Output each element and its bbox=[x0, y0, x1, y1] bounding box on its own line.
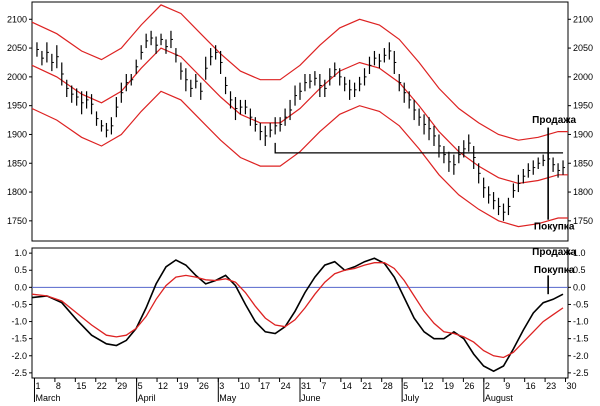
x-tick-label: 29 bbox=[117, 381, 127, 391]
price-y-tick-label: 2000 bbox=[7, 72, 27, 82]
x-tick-label: 19 bbox=[178, 381, 188, 391]
price-y-tick-label: 2050 bbox=[7, 43, 27, 53]
x-tick-label: 26 bbox=[199, 381, 209, 391]
price-y-tick-label: 1850 bbox=[7, 158, 27, 168]
x-tick-label: 12 bbox=[158, 381, 168, 391]
x-tick-label: 16 bbox=[526, 381, 536, 391]
price-y-tick-label: 1900 bbox=[7, 129, 27, 139]
price-y-tick-label-right: 2000 bbox=[573, 72, 593, 82]
price-y-tick-label-right: 1850 bbox=[573, 158, 593, 168]
price-y-tick-label: 1950 bbox=[7, 101, 27, 111]
osc-series-black bbox=[31, 257, 564, 373]
price-y-tick-label-right: 1800 bbox=[573, 187, 593, 197]
support-line bbox=[274, 142, 564, 154]
price-annotation: Продажа bbox=[532, 115, 576, 126]
price-y-tick-label-right: 2050 bbox=[573, 43, 593, 53]
x-tick-label: 14 bbox=[342, 381, 352, 391]
month-label: July bbox=[403, 393, 420, 403]
price-y-tick-label: 2100 bbox=[7, 14, 27, 24]
x-tick-label: 31 bbox=[301, 381, 311, 391]
osc-y-tick-label-right: 1.0 bbox=[573, 248, 586, 258]
price-y-tick-label: 1800 bbox=[7, 187, 27, 197]
month-label: March bbox=[35, 393, 60, 403]
month-label: August bbox=[485, 393, 514, 403]
envelope-lower-line bbox=[31, 90, 568, 228]
x-tick-label: 19 bbox=[444, 381, 454, 391]
osc-series-red bbox=[31, 262, 564, 359]
x-tick-label: 1 bbox=[35, 381, 40, 391]
price-y-tick-label: 1750 bbox=[7, 216, 27, 226]
x-tick-label: 17 bbox=[260, 381, 270, 391]
price-y-tick-label-right: 1750 bbox=[573, 216, 593, 226]
x-tick-label: 7 bbox=[321, 381, 326, 391]
osc-y-tick-label-right: -1.5 bbox=[573, 334, 589, 344]
osc-y-tick-label: -2.0 bbox=[11, 351, 27, 361]
price-y-tick-label-right: 1900 bbox=[573, 129, 593, 139]
osc-y-tick-label: -1.0 bbox=[11, 317, 27, 327]
x-axis: 1 8 15 22 29 5 12 19 26 3 10 17 24 31 7 14 21 28 5 12 19 26 2 9… bbox=[33, 378, 577, 403]
x-tick-label: 9 bbox=[505, 381, 510, 391]
osc-y-tick-label-right: -2.0 bbox=[573, 351, 589, 361]
osc-y-tick-label: -1.5 bbox=[11, 334, 27, 344]
x-tick-label: 30 bbox=[567, 381, 577, 391]
x-tick-label: 5 bbox=[403, 381, 408, 391]
price-annotation: Покупка bbox=[534, 221, 575, 232]
osc-y-tick-label-right: -2.5 bbox=[573, 368, 589, 378]
x-tick-label: 10 bbox=[240, 381, 250, 391]
x-tick-label: 21 bbox=[362, 381, 372, 391]
x-tick-label: 28 bbox=[383, 381, 393, 391]
envelope-upper-line bbox=[31, 4, 568, 141]
osc-annotation: Продажа bbox=[532, 247, 576, 258]
month-label: June bbox=[301, 393, 321, 403]
osc-y-tick-label: -2.5 bbox=[11, 368, 27, 378]
osc-annotation: Покупка bbox=[534, 265, 575, 276]
x-tick-label: 2 bbox=[485, 381, 490, 391]
x-tick-label: 3 bbox=[219, 381, 224, 391]
price-y-tick-label-right: 2100 bbox=[573, 14, 593, 24]
x-tick-label: 5 bbox=[138, 381, 143, 391]
x-tick-label: 22 bbox=[97, 381, 107, 391]
month-label: May bbox=[219, 393, 237, 403]
x-tick-label: 12 bbox=[424, 381, 434, 391]
x-tick-label: 23 bbox=[546, 381, 556, 391]
month-label: April bbox=[138, 393, 156, 403]
osc-y-tick-label: -0.5 bbox=[11, 299, 27, 309]
osc-y-tick-label: 0.5 bbox=[14, 265, 27, 275]
price-frame bbox=[31, 1, 569, 242]
osc-y-tick-label-right: -0.5 bbox=[573, 299, 589, 309]
x-tick-label: 15 bbox=[76, 381, 86, 391]
osc-y-tick-label: 0.0 bbox=[14, 282, 27, 292]
osc-y-tick-label: 1.0 bbox=[14, 248, 27, 258]
x-tick-label: 26 bbox=[464, 381, 474, 391]
price-y-tick-label-right: 1950 bbox=[573, 101, 593, 111]
osc-y-tick-label-right: -1.0 bbox=[573, 317, 589, 327]
x-tick-label: 24 bbox=[281, 381, 291, 391]
osc-y-tick-label-right: 0.5 bbox=[573, 265, 586, 275]
x-tick-label: 8 bbox=[56, 381, 61, 391]
price-panel: 1750 1750 1800 1800 1850 1850 1900 1900 1950 1950… bbox=[7, 1, 593, 242]
osc-y-tick-label-right: 0.0 bbox=[573, 282, 586, 292]
